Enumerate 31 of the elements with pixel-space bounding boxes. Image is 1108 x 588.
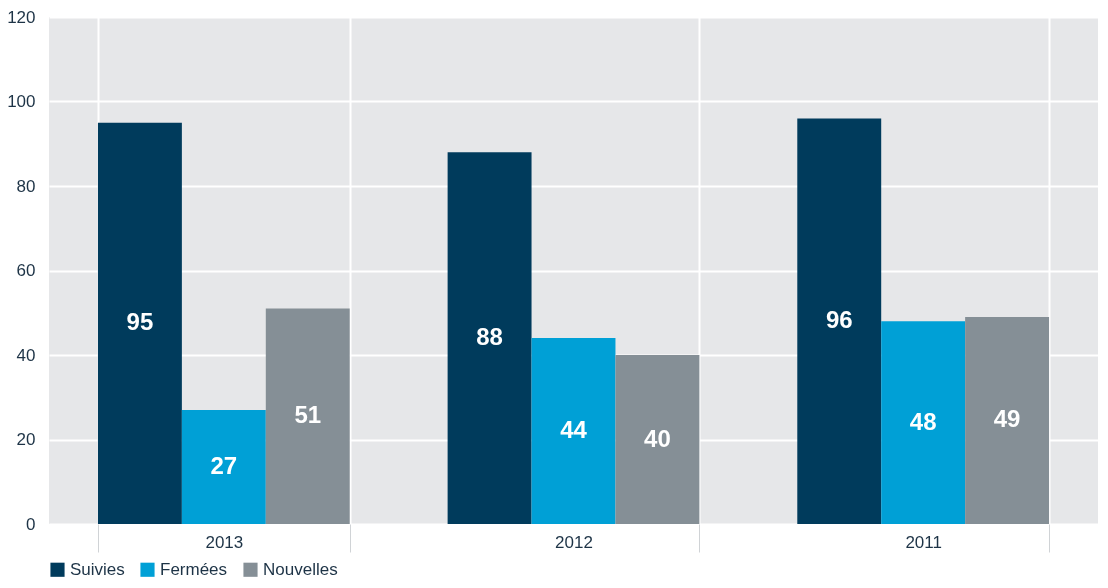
data-label: 49 <box>993 405 1021 433</box>
data-label: 96 <box>825 306 853 334</box>
bar <box>265 308 350 524</box>
data-label: 51 <box>294 401 322 429</box>
data-label: 48 <box>909 407 937 435</box>
y-tick-label: 40 <box>16 345 36 365</box>
bar <box>965 316 1050 524</box>
data-label: 95 <box>126 308 154 336</box>
x-tick-label: 2011 <box>905 532 942 552</box>
bar <box>615 355 700 524</box>
legend-label: Suivies <box>70 559 125 579</box>
legend-label: Nouvelles <box>263 559 338 579</box>
y-tick-label: 120 <box>7 7 36 27</box>
y-tick-label: 60 <box>16 261 36 280</box>
bar <box>797 118 882 524</box>
bar <box>881 321 966 524</box>
data-label: 44 <box>560 416 588 444</box>
data-label: 27 <box>210 451 238 479</box>
bar <box>97 122 182 524</box>
x-tick-label: 2013 <box>205 532 244 552</box>
data-label: 40 <box>644 424 671 452</box>
bar <box>531 338 616 524</box>
data-label: 88 <box>476 323 503 351</box>
bar <box>447 152 532 524</box>
legend-label: Fermées <box>160 559 228 579</box>
bar <box>181 409 266 524</box>
y-tick-label: 80 <box>16 176 36 196</box>
y-tick-label: 100 <box>7 92 36 111</box>
y-tick-label: 0 <box>26 514 36 534</box>
x-tick-label: 2012 <box>555 532 593 552</box>
y-tick-label: 20 <box>16 430 36 449</box>
